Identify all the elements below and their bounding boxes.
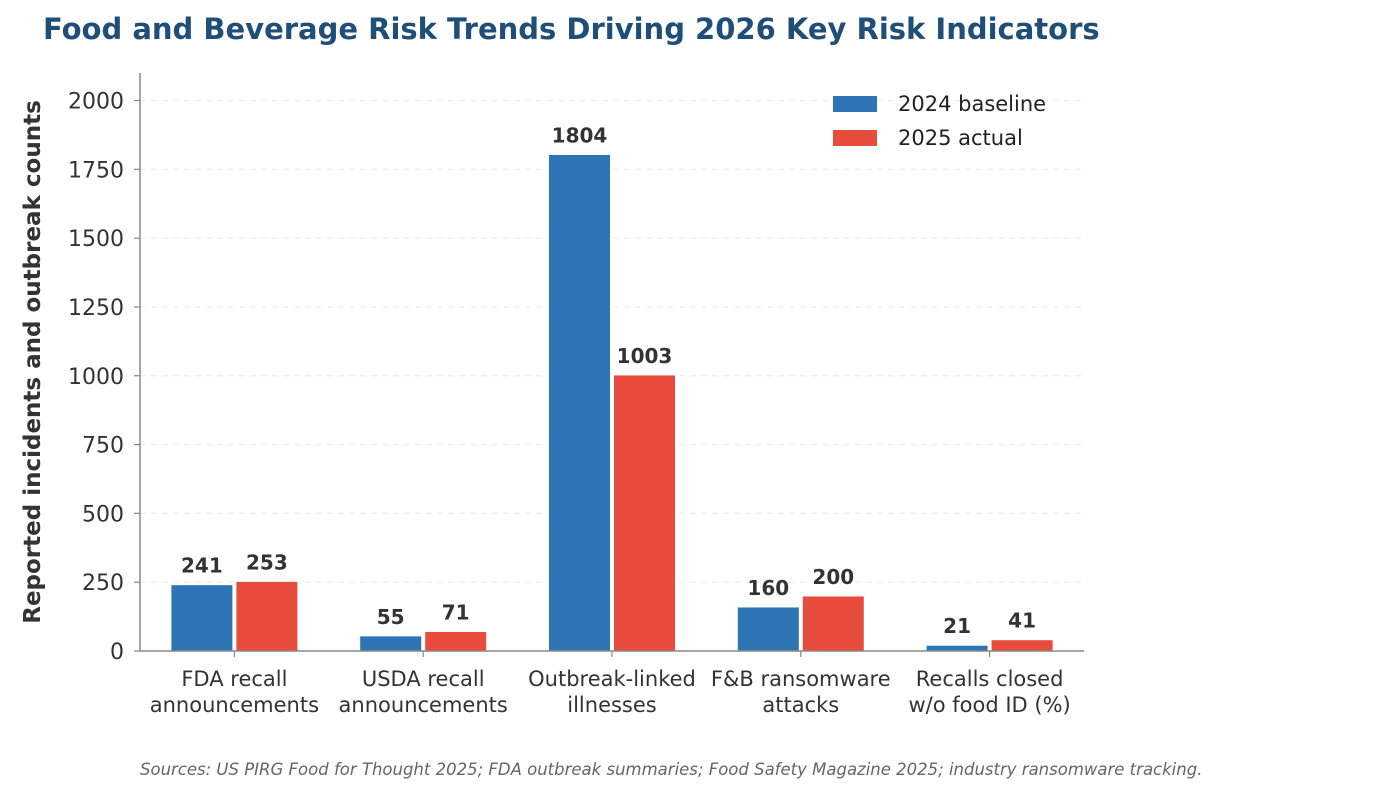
legend: 2024 baseline 2025 actual — [833, 92, 1046, 150]
grid-lines — [140, 99, 1084, 583]
bar-2024-baseline-0 — [170, 584, 234, 652]
x-tick-label-0: FDA recall announcements — [150, 667, 319, 717]
y-tick-label-750: 750 — [82, 434, 124, 459]
y-tick-label-500: 500 — [82, 502, 124, 527]
value-label-2024-baseline-1: 55 — [377, 605, 405, 629]
legend-swatch-2024-baseline — [833, 96, 877, 112]
value-label-2025-actual-2: 1003 — [617, 344, 673, 368]
value-labels: 241 253 55 71 1804 1003 160 200 21 41 — [181, 123, 1036, 638]
value-label-2025-actual-0: 253 — [246, 550, 288, 574]
legend-swatch-2025-actual — [833, 130, 877, 146]
legend-label-2024-baseline: 2024 baseline — [898, 92, 1046, 116]
value-label-2025-actual-3: 200 — [812, 565, 854, 589]
y-tick-label-1750: 1750 — [68, 158, 124, 183]
source-note: Sources: US PIRG Food for Thought 2025; … — [140, 760, 1203, 779]
y-tick-label-2000: 2000 — [68, 90, 124, 115]
y-tick-label-250: 250 — [82, 571, 124, 596]
y-axis-title: Reported incidents and outbreak counts — [20, 100, 46, 624]
legend-label-2025-actual: 2025 actual — [898, 126, 1023, 150]
y-tick-label-1250: 1250 — [68, 296, 124, 321]
bar-2025-actual-0 — [235, 580, 299, 652]
bar-2025-actual-4 — [990, 639, 1054, 652]
value-label-2024-baseline-3: 160 — [747, 576, 789, 600]
x-tick-label-4: Recalls closed w/o food ID (%) — [908, 667, 1070, 717]
bar-2025-actual-2 — [613, 374, 676, 652]
chart-title: Food and Beverage Risk Trends Driving 20… — [43, 12, 1100, 46]
y-tick-label-1000: 1000 — [68, 365, 124, 390]
bars — [170, 153, 1054, 652]
x-tick-label-2: Outbreak-linked illnesses — [528, 667, 696, 717]
value-label-2024-baseline-0: 241 — [181, 554, 223, 578]
y-tick-label-1500: 1500 — [68, 227, 124, 252]
bar-2024-baseline-1 — [359, 635, 423, 652]
bar-2025-actual-1 — [424, 630, 488, 652]
bar-2025-actual-3 — [801, 595, 865, 652]
bar-2024-baseline-3 — [736, 606, 800, 652]
y-axis-ticks: 0 250 500 750 1000 1250 1500 1750 2000 — [68, 90, 140, 665]
value-label-2024-baseline-4: 21 — [943, 614, 971, 638]
bar-2024-baseline-2 — [548, 153, 611, 652]
value-label-2024-baseline-2: 1804 — [552, 123, 608, 147]
value-label-2025-actual-4: 41 — [1008, 609, 1036, 633]
x-tick-label-1: USDA recall announcements — [339, 667, 508, 717]
value-label-2025-actual-1: 71 — [442, 600, 470, 624]
bar-2024-baseline-4 — [925, 644, 989, 652]
x-tick-label-3: F&B ransomware attacks — [711, 667, 891, 717]
x-axis-ticks: FDA recall announcements USDA recall announ… — [150, 651, 1071, 717]
y-tick-label-0: 0 — [110, 640, 124, 665]
